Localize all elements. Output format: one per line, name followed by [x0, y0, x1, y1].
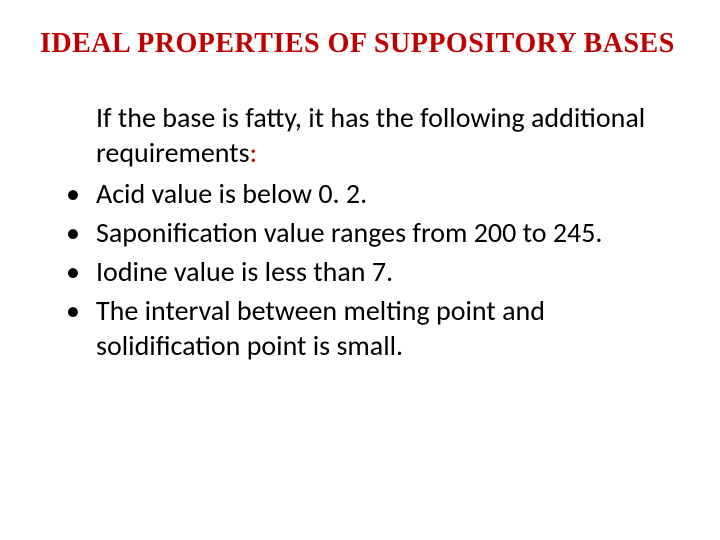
- bullet-text: Iodine value is less than 7.: [96, 254, 393, 289]
- slide-title: IDEAL PROPERTIES OF SUPPOSITORY BASES: [40, 28, 680, 60]
- list-item: Saponification value ranges from 200 to …: [40, 215, 680, 250]
- bullet-text: The interval between melting point and s…: [96, 293, 545, 363]
- bullet-text: Saponification value ranges from 200 to …: [96, 215, 602, 250]
- intro-line: If the base is fatty, it has the followi…: [96, 100, 680, 170]
- slide-body: If the base is fatty, it has the followi…: [40, 100, 680, 363]
- intro-colon: :: [250, 135, 258, 170]
- bullet-text: Acid value is below 0. 2.: [96, 176, 367, 211]
- list-item: Iodine value is less than 7.: [40, 254, 680, 289]
- intro-text: If the base is fatty, it has the followi…: [96, 100, 645, 170]
- bullet-list: Acid value is below 0. 2. Saponification…: [40, 176, 680, 363]
- slide-container: IDEAL PROPERTIES OF SUPPOSITORY BASES If…: [0, 0, 720, 540]
- list-item: Acid value is below 0. 2.: [40, 176, 680, 211]
- list-item: The interval between melting point and s…: [40, 293, 680, 363]
